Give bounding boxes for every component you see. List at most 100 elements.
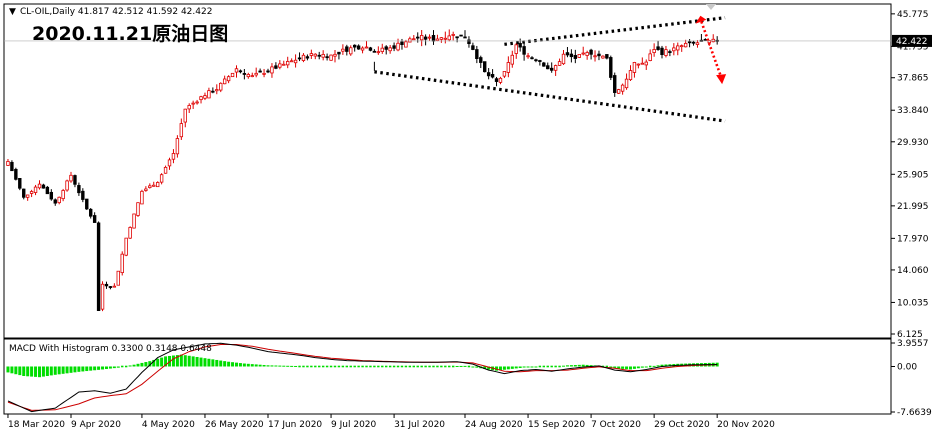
macd-histogram-bar [459, 365, 463, 367]
macd-histogram-bar [640, 366, 644, 368]
candle [238, 69, 243, 74]
candle [77, 182, 81, 196]
candle [53, 198, 57, 206]
candle [656, 40, 660, 51]
candle [321, 50, 325, 61]
candle [601, 55, 605, 59]
candle [506, 56, 511, 78]
trend-line-lower-support[interactable] [374, 70, 726, 123]
candle [380, 43, 384, 54]
candle [561, 49, 566, 65]
candle [45, 185, 50, 195]
candle [289, 58, 294, 63]
candle [447, 29, 451, 42]
macd-histogram-bar [345, 365, 349, 368]
macd-histogram-bar [310, 365, 313, 368]
candle [29, 189, 34, 198]
candle [148, 183, 152, 189]
date-tick-label: 24 Aug 2020 [465, 420, 523, 430]
candle [191, 100, 195, 109]
candle [57, 196, 61, 205]
macd-histogram-bar [365, 365, 368, 368]
candle [435, 34, 440, 42]
candle [392, 42, 396, 52]
candle [73, 174, 77, 188]
candle [502, 71, 507, 79]
macd-histogram-bar [14, 366, 18, 375]
macd-histogram-bar [432, 365, 435, 368]
date-tick-label: 15 Sep 2020 [528, 420, 585, 430]
candle [309, 49, 314, 59]
macd-histogram-bar [140, 362, 144, 367]
macd-histogram-bar [412, 365, 415, 368]
price-tick-label: 25.905 [897, 170, 929, 180]
macd-histogram-bar [660, 364, 664, 367]
macd-histogram-bar [514, 366, 518, 369]
macd-histogram-bar [321, 365, 325, 368]
macd-histogram-bar [85, 366, 89, 372]
macd-info-label: MACD With Histogram 0.3300 0.3148 0.6448 [9, 344, 212, 354]
macd-histogram-bar [65, 366, 69, 374]
candle [628, 65, 633, 81]
macd-histogram-bar [199, 357, 203, 367]
candle [293, 54, 298, 68]
macd-histogram-bar [652, 365, 656, 367]
candle [278, 60, 282, 70]
macd-histogram-bar [116, 366, 120, 368]
macd-histogram-bar [132, 364, 136, 367]
candle [483, 61, 487, 73]
candle [569, 49, 574, 63]
macd-histogram-bar [542, 365, 546, 368]
macd-histogram-bar [483, 366, 487, 369]
macd-histogram-bar [554, 365, 557, 368]
macd-histogram-bar [227, 361, 231, 367]
macd-histogram-bar [510, 366, 514, 369]
candle [199, 95, 203, 104]
chart-shift-marker[interactable] [706, 4, 716, 10]
macd-histogram-bar [242, 363, 246, 367]
candle [207, 87, 211, 99]
macd-histogram-bar [538, 365, 542, 368]
current-price-badge [892, 34, 932, 47]
candle [423, 34, 428, 46]
candle [226, 75, 231, 84]
forecast-arrow-line[interactable] [700, 21, 723, 78]
current-price-label: 42.422 [896, 37, 928, 47]
candle [317, 51, 321, 60]
candle [112, 283, 117, 288]
macd-histogram-bar [175, 355, 179, 367]
candle [498, 76, 503, 85]
trend-line-upper-resistance[interactable] [504, 16, 726, 46]
candle [526, 52, 530, 59]
candle [652, 43, 656, 57]
candle [695, 40, 700, 48]
candle [6, 159, 10, 166]
symbol-menu-icon[interactable]: ▼ [9, 7, 16, 17]
macd-histogram-bar [53, 366, 57, 375]
price-tick-label: 41.755 [897, 42, 929, 52]
macd-histogram-bar [605, 365, 609, 368]
price-tick-label: 45.775 [897, 10, 929, 20]
macd-histogram-bar [298, 365, 301, 368]
macd-histogram-bar [609, 366, 613, 368]
annotation-title: 2020.11.21原油日图 [32, 23, 228, 45]
candle [585, 50, 589, 60]
date-tick-label: 31 Jul 2020 [394, 420, 445, 430]
candle [69, 171, 73, 183]
macd-histogram-bar [581, 364, 585, 367]
macd-histogram-bar [318, 365, 321, 368]
macd-histogram-bar [121, 365, 124, 368]
macd-histogram-bar [471, 366, 475, 368]
candle [352, 44, 357, 52]
candle [360, 46, 365, 54]
macd-histogram-bar [636, 366, 640, 369]
candle [345, 44, 349, 56]
macd-histogram-bar [215, 359, 219, 367]
macd-histogram-bar [314, 365, 317, 368]
candle [286, 56, 290, 69]
price-tick-label: 33.840 [897, 106, 929, 116]
candle [620, 83, 625, 95]
macd-histogram-bar [112, 366, 116, 369]
candle [155, 181, 160, 188]
candle [542, 61, 546, 67]
